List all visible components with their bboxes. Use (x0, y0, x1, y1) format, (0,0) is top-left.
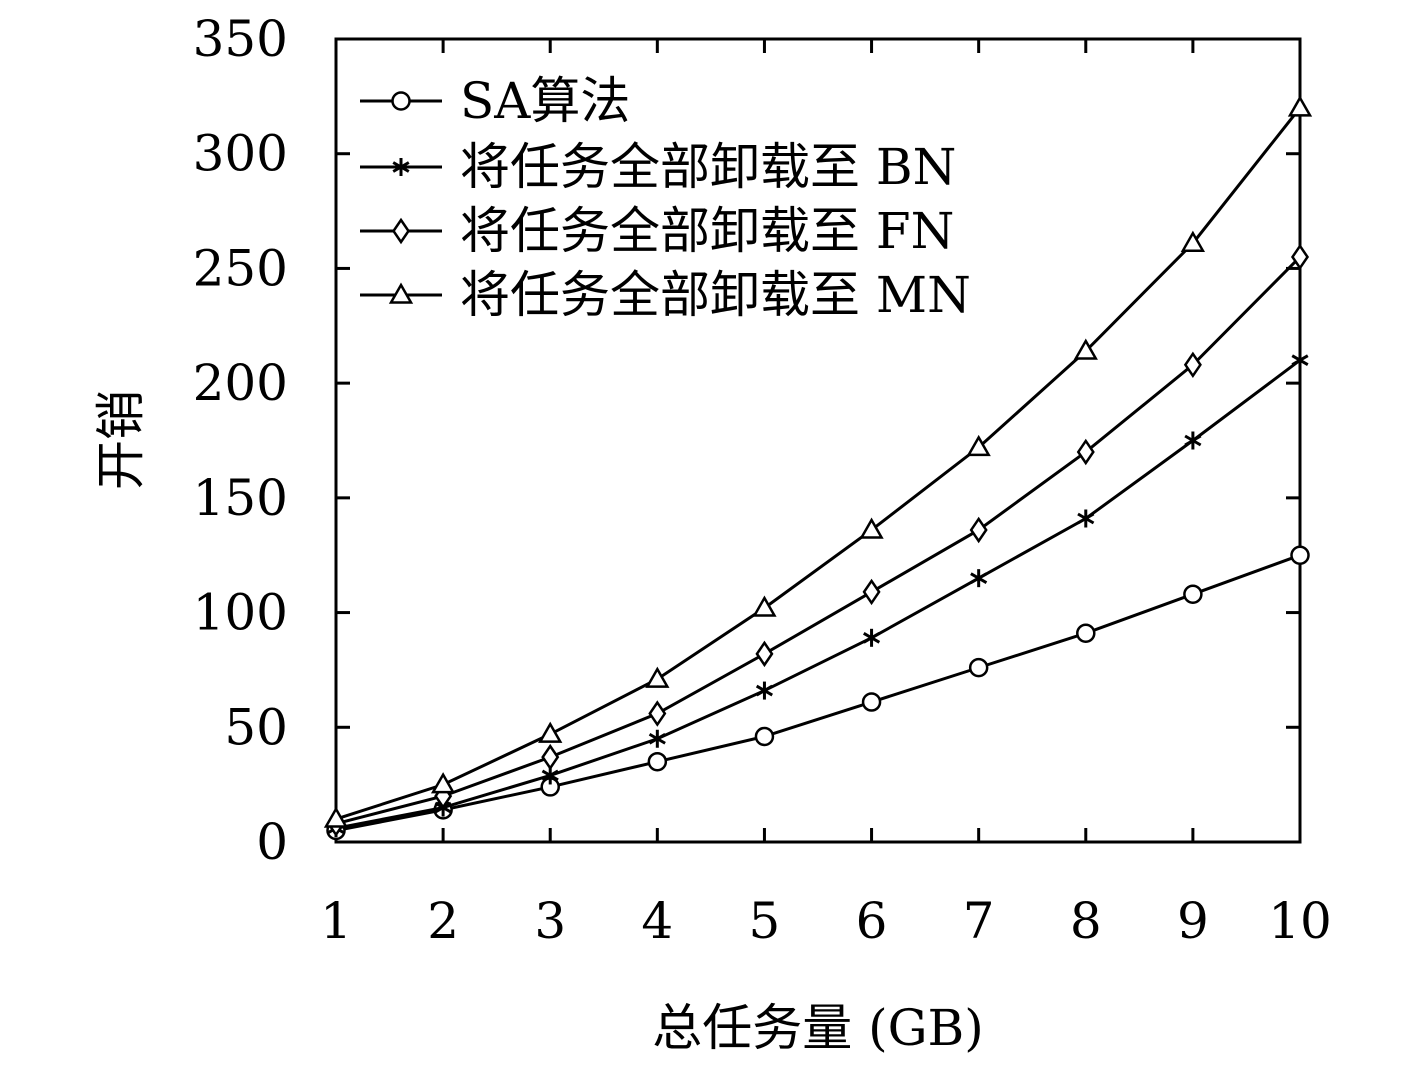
data-point-diamond (1290, 243, 1310, 271)
data-point-circle (1290, 545, 1310, 565)
data-point-triangle (388, 282, 414, 304)
data-point-triangle (966, 434, 991, 457)
series-4 (323, 95, 1313, 828)
data-point-triangle (323, 806, 349, 828)
data-point-diamond (1076, 438, 1095, 466)
x-tick-label: 8 (1070, 892, 1102, 950)
series-1 (326, 545, 1310, 841)
data-point-diamond (969, 516, 988, 544)
y-axis-label: 开销 (92, 390, 150, 490)
data-point-triangle (430, 772, 456, 794)
data-point-triangle (752, 595, 777, 617)
data-point-diamond (1183, 351, 1202, 379)
x-axis-label: 总任务量 (GB) (652, 999, 984, 1057)
legend-label: 将任务全部卸载至 FN (460, 202, 954, 260)
data-point-diamond (862, 578, 881, 606)
data-point-star (648, 729, 666, 748)
x-tick-label: 3 (534, 892, 566, 950)
data-point-diamond (755, 640, 774, 668)
data-point-star (1077, 509, 1095, 528)
legend-item: 将任务全部卸载至 MN (360, 266, 971, 324)
legend-item: 将任务全部卸载至 BN (360, 138, 956, 196)
y-axis-ticks: 0 50 100 150 200 250 300 350 (193, 10, 1300, 871)
x-tick-label: 2 (427, 892, 459, 950)
data-point-triangle (1180, 230, 1206, 252)
data-point-triangle (859, 517, 884, 539)
data-point-star (970, 569, 988, 588)
data-point-circle (861, 692, 882, 712)
legend-label: 将任务全部卸载至 BN (460, 138, 956, 196)
series-3 (326, 243, 1310, 837)
x-tick-label: 4 (641, 892, 673, 950)
x-axis-ticks: 1 2 3 4 5 6 7 8 9 10 (320, 39, 1332, 950)
series-2 (327, 351, 1309, 838)
y-tick-label: 300 (193, 125, 288, 183)
series-line (335, 106, 1302, 821)
data-point-star (863, 628, 881, 647)
legend-item: 将任务全部卸载至 FN (360, 202, 954, 260)
y-tick-label: 0 (256, 813, 288, 871)
data-point-diamond (391, 217, 411, 245)
x-tick-label: 5 (749, 892, 781, 950)
y-tick-label: 200 (193, 354, 288, 412)
x-tick-label: 9 (1177, 892, 1209, 950)
x-tick-label: 10 (1268, 892, 1332, 950)
legend-item: SA算法 (360, 72, 630, 130)
y-tick-label: 350 (193, 10, 288, 68)
data-point-triangle (1073, 338, 1098, 360)
series-line (335, 255, 1302, 826)
series-line (335, 553, 1301, 833)
data-point-circle (1076, 623, 1096, 643)
x-tick-label: 1 (320, 892, 352, 950)
data-point-diamond (648, 700, 667, 727)
data-point-triangle (1287, 95, 1313, 117)
series-line (335, 358, 1301, 830)
y-tick-label: 50 (224, 698, 288, 756)
y-tick-label: 100 (193, 584, 288, 642)
data-point-triangle (645, 666, 670, 688)
y-tick-label: 150 (193, 469, 288, 527)
series-layer (323, 95, 1313, 841)
x-tick-label: 7 (963, 892, 995, 950)
data-point-diamond (541, 743, 560, 771)
legend-label: 将任务全部卸载至 MN (460, 266, 971, 324)
data-point-star (755, 681, 773, 700)
data-point-star (1291, 351, 1309, 370)
x-tick-label: 6 (856, 892, 888, 950)
y-tick-label: 250 (193, 239, 288, 297)
data-point-circle (391, 91, 411, 111)
data-point-circle (647, 751, 668, 772)
data-point-circle (968, 657, 989, 678)
data-point-star (1184, 431, 1202, 450)
data-point-star (392, 158, 410, 176)
plot-frame (334, 37, 1302, 844)
data-point-triangle (538, 721, 563, 743)
data-point-circle (1183, 584, 1203, 604)
data-point-circle (754, 726, 775, 747)
legend-label: SA算法 (460, 72, 630, 130)
